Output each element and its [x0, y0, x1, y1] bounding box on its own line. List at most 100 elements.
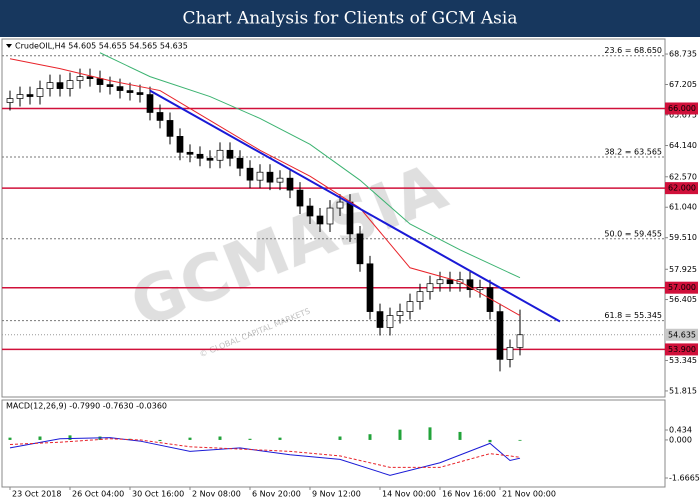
candle-body — [356, 233, 364, 265]
y-tick-label: 59.510 — [669, 233, 697, 242]
candle-body — [306, 205, 314, 217]
level-label: 66.000 — [668, 104, 696, 113]
candle-body — [376, 311, 384, 328]
level-box — [665, 102, 698, 115]
y-tick-label: 65.675 — [669, 110, 697, 119]
macd-bar — [458, 431, 462, 440]
level-box — [665, 281, 698, 294]
macd-bar — [518, 439, 522, 441]
header-bar — [0, 0, 700, 37]
y-tick-label: 62.570 — [669, 172, 697, 181]
candle-body — [346, 201, 354, 235]
macd-header: MACD(12,26,9) -0.7990 -0.7630 -0.0360 — [6, 402, 167, 411]
candle-body — [216, 149, 224, 161]
macd-bar — [368, 434, 372, 440]
x-tick-label: 6 Nov 20:00 — [252, 490, 301, 499]
line-series — [99, 52, 521, 279]
macd-bar — [38, 436, 42, 440]
candle-body — [116, 86, 124, 91]
line-series — [149, 89, 561, 323]
macd-bar — [338, 436, 342, 440]
candle-body — [466, 279, 474, 291]
chart-header: CrudeOIL,H4 54.605 54.655 54.565 54.635 — [15, 42, 188, 51]
x-tick-label: 16 Nov 16:00 — [442, 490, 496, 499]
candle-body — [246, 167, 254, 181]
candle-body — [46, 82, 54, 89]
macd-line — [9, 437, 521, 476]
macd-bar — [158, 439, 162, 442]
candle-body — [316, 215, 324, 225]
candle-body — [406, 301, 414, 312]
candle-body — [146, 94, 154, 113]
candle-body — [236, 157, 244, 169]
candle-body — [426, 283, 434, 293]
macd-bar — [188, 437, 192, 440]
candle-body — [96, 78, 104, 85]
fib-label: 23.6 = 68.650 — [604, 46, 662, 55]
level-label: 57.000 — [668, 283, 696, 292]
candle-body — [286, 177, 294, 191]
candle-body — [276, 177, 284, 183]
candle-body — [56, 82, 64, 89]
y-tick-label: 64.140 — [669, 141, 697, 150]
level-label: 62.000 — [668, 184, 696, 193]
macd-bar — [488, 439, 492, 443]
candle-body — [266, 171, 274, 183]
chart-title: Chart Analysis for Clients of GCM Asia — [183, 9, 518, 29]
candle-body — [446, 279, 454, 285]
candle-body — [366, 263, 374, 312]
candle-body — [516, 334, 524, 348]
candle-body — [256, 171, 264, 181]
x-tick-label: 2 Nov 08:00 — [192, 490, 241, 499]
candle-body — [86, 76, 94, 79]
level-label: 53.900 — [668, 345, 696, 354]
header-icon — [6, 44, 12, 48]
candle-body — [176, 136, 184, 153]
y-tick-label: 67.205 — [669, 80, 697, 89]
candle-body — [196, 153, 204, 159]
price-box — [665, 328, 698, 341]
candle-body — [336, 201, 344, 209]
line-series — [9, 58, 521, 316]
x-tick-label: 14 Nov 00:00 — [382, 490, 436, 499]
candle-body — [496, 311, 504, 360]
candle-body — [226, 149, 234, 159]
candle-body — [166, 120, 174, 137]
candle-body — [186, 151, 194, 155]
candle-body — [156, 112, 164, 121]
x-tick-label: 9 Nov 12:00 — [312, 490, 361, 499]
x-tick-label: 26 Oct 04:00 — [72, 490, 124, 499]
macd-bar — [398, 429, 402, 440]
y-tick-label: 61.040 — [669, 203, 697, 212]
x-tick-label: 21 Nov 00:00 — [502, 490, 556, 499]
macd-bar — [428, 427, 432, 440]
y-tick-label: 68.735 — [669, 50, 697, 59]
candle-body — [436, 279, 444, 285]
candle-body — [126, 90, 134, 93]
candle-body — [66, 80, 74, 89]
candle-body — [416, 291, 424, 302]
y-tick-label: 51.815 — [669, 386, 697, 395]
candle-body — [16, 94, 24, 99]
candle-body — [26, 94, 34, 97]
candle-body — [136, 92, 144, 95]
fib-label: 61.8 = 55.345 — [604, 311, 662, 320]
fib-label: 38.2 = 63.565 — [604, 147, 662, 156]
y2-tick-label: -1.6665 — [669, 474, 700, 483]
macd-panel — [1, 399, 666, 488]
macd-bar — [218, 436, 222, 440]
candle-body — [326, 207, 334, 225]
signal-line — [9, 438, 521, 468]
candle-body — [6, 98, 14, 103]
y2-tick-label: 0.000 — [669, 435, 692, 444]
y2-tick-label: 0.434 — [669, 426, 692, 435]
candle-body — [506, 347, 514, 360]
macd-bar — [68, 435, 72, 440]
candle-body — [476, 287, 484, 291]
macd-bar — [248, 438, 252, 440]
main-panel — [1, 38, 666, 398]
x-tick-label: 30 Oct 16:00 — [132, 490, 184, 499]
candle-body — [36, 88, 44, 97]
candle-body — [206, 157, 214, 161]
